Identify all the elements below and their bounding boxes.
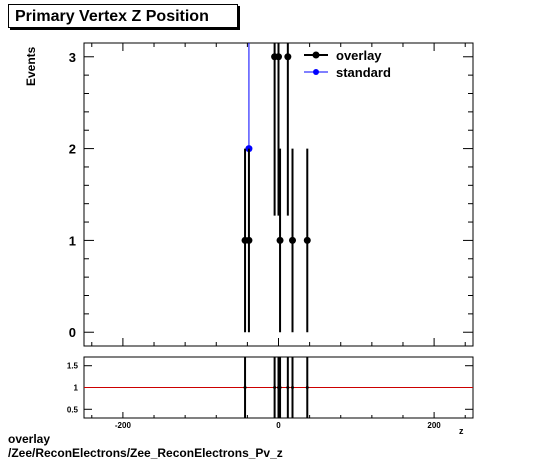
ratio-point [273,386,277,389]
y-tick-label: 1 [69,233,76,248]
overlay-point [275,53,282,61]
ratio-y-tick-label: 1 [74,384,79,393]
y-tick-label: 3 [69,50,76,65]
overlay-point [284,53,292,61]
y-tick-label: 0 [69,325,76,340]
legend-standard-label: standard [336,65,391,80]
ratio-point [278,386,282,389]
chart-title: Primary Vertex Z Position [8,4,238,28]
x-axis-label: z [459,426,464,436]
ratio-point [286,386,290,389]
ratio-point [243,386,247,389]
x-tick-label: 0 [276,421,281,430]
x-tick-label: 200 [427,421,441,430]
overlay-point [276,236,284,244]
x-tick-label: -200 [115,421,132,430]
overlay-point [303,236,311,244]
ratio-y-tick-label: 0.5 [67,405,79,414]
ratio-point [291,386,295,389]
ratio-y-tick-label: 1.5 [67,362,79,371]
legend-standard-marker [313,69,319,75]
legend-overlay-marker [312,51,320,59]
y-tick-label: 2 [69,142,76,157]
footer-path: /Zee/ReconElectrons/Zee_ReconElectrons_P… [8,446,283,460]
y-axis-label: Events [24,46,38,86]
footer-label: overlay [8,432,51,446]
overlay-point [289,236,297,244]
legend-overlay-label: overlay [336,48,382,63]
ratio-point [305,386,309,389]
overlay-point [245,236,253,244]
